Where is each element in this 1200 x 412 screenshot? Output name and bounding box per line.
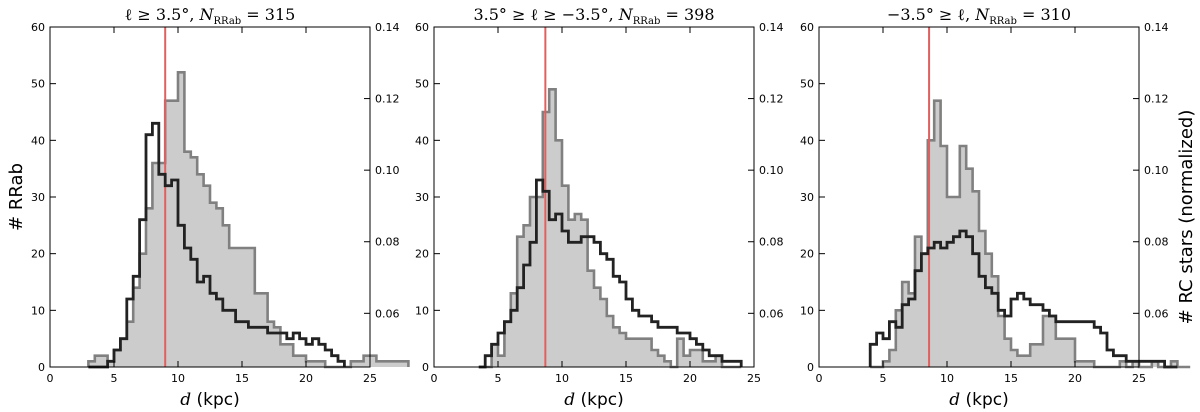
x-axis-label: d (kpc) <box>564 390 624 410</box>
y2-tick-label: 0.14 <box>375 21 400 34</box>
x-tick-label: 5 <box>111 372 118 385</box>
x-axis-label: d (kpc) <box>180 390 240 410</box>
y-tick-label: 0 <box>422 361 429 374</box>
x-tick-label: 5 <box>495 372 502 385</box>
y-tick-label: 0 <box>807 361 814 374</box>
rrab-histogram-outline <box>478 178 743 369</box>
x-tick-label: 15 <box>235 372 249 385</box>
y-tick-label: 20 <box>31 248 45 261</box>
x-tick-label: 25 <box>363 372 377 385</box>
y2-tick-label: 0.10 <box>375 164 400 177</box>
y-tick-label: 40 <box>800 134 814 147</box>
y2-tick-label: 0.12 <box>1144 93 1169 106</box>
x-tick-label: 20 <box>1068 372 1082 385</box>
y2-tick-label: 0.12 <box>759 93 784 106</box>
y2-tick-label: 0.10 <box>1144 164 1169 177</box>
y-tick-label: 40 <box>415 134 429 147</box>
y-tick-label: 30 <box>415 191 429 204</box>
rrab-histogram-outline <box>868 229 1178 369</box>
x-tick-label: 20 <box>683 372 697 385</box>
y-tick-label: 10 <box>415 304 429 317</box>
x-tick-label: 10 <box>555 372 569 385</box>
y2-tick-label: 0.06 <box>375 307 400 320</box>
y2-tick-label: 0.10 <box>759 164 784 177</box>
y2-tick-label: 0.14 <box>759 21 784 34</box>
y2-tick-label: 0.06 <box>759 307 784 320</box>
x-tick-label: 10 <box>171 372 185 385</box>
panel-right: 0 5 10 15 20 25 0 10 20 30 40 50 60 0.06 0.08 0.10 0.12 0… <box>800 5 1197 410</box>
y-tick-label: 10 <box>800 304 814 317</box>
panel-title: 3.5° ≥ ℓ ≥ −3.5°, NRRab = 398 <box>473 5 714 27</box>
x-tick-label: 10 <box>940 372 954 385</box>
x-tick-label: 5 <box>880 372 887 385</box>
panel-title: −3.5° ≥ ℓ, NRRab = 310 <box>887 5 1071 27</box>
x-tick-label: 25 <box>747 372 761 385</box>
rrab-histogram-outline <box>88 121 346 369</box>
panel-title: ℓ ≥ 3.5°, NRRab = 315 <box>125 5 296 27</box>
y-tick-label: 50 <box>415 78 429 91</box>
rc-histogram-fill <box>478 89 742 367</box>
y2-tick-label: 0.06 <box>1144 307 1169 320</box>
y-tick-label: 60 <box>31 21 45 34</box>
x-tick-label: 25 <box>1132 372 1146 385</box>
y-tick-label: 50 <box>31 78 45 91</box>
rc-histogram-fill <box>88 72 409 367</box>
y2-tick-label: 0.08 <box>759 236 784 249</box>
y2-tick-label: 0.14 <box>1144 21 1169 34</box>
x-tick-label: 0 <box>47 372 54 385</box>
rc-histogram-outline <box>478 88 742 369</box>
y2-axis-label: # RC stars (normalized) <box>1176 110 1197 325</box>
panel-middle: 0 5 10 15 20 25 0 10 20 30 40 50 60 0.06 0.08 0.10 0.12 0… <box>415 5 784 410</box>
y-tick-label: 30 <box>31 191 45 204</box>
y-tick-label: 0 <box>38 361 45 374</box>
x-tick-label: 15 <box>1004 372 1018 385</box>
y-tick-label: 30 <box>800 191 814 204</box>
y2-tick-label: 0.08 <box>375 236 400 249</box>
x-tick-label: 0 <box>431 372 438 385</box>
y2-tick-label: 0.08 <box>1144 236 1169 249</box>
y-tick-label: 60 <box>415 21 429 34</box>
y-tick-label: 20 <box>800 248 814 261</box>
x-axis-label: d (kpc) <box>949 390 1009 410</box>
y-tick-label: 10 <box>31 304 45 317</box>
y-axis-label: # RRab <box>6 163 27 231</box>
y-tick-label: 50 <box>800 78 814 91</box>
x-tick-label: 0 <box>816 372 823 385</box>
y2-tick-label: 0.12 <box>375 93 400 106</box>
x-tick-label: 15 <box>619 372 633 385</box>
rc-histogram-fill <box>870 100 1191 368</box>
y-tick-label: 60 <box>800 21 814 34</box>
panel-left: 0 5 10 15 20 25 0 10 20 30 40 50 60 0.06 0.08 0.10 0.12 0… <box>6 5 410 410</box>
y-tick-label: 40 <box>31 134 45 147</box>
y-tick-label: 20 <box>415 248 429 261</box>
x-tick-label: 20 <box>299 372 313 385</box>
